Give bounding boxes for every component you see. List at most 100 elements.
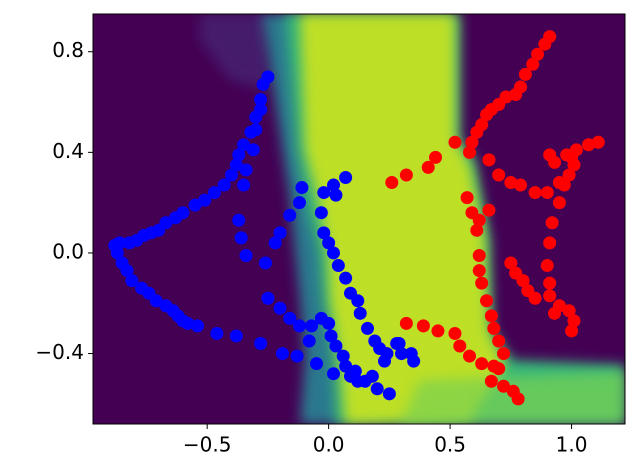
point xyxy=(543,289,557,303)
point xyxy=(487,321,501,335)
point xyxy=(582,138,596,152)
point xyxy=(331,259,345,273)
point xyxy=(339,170,353,184)
point xyxy=(509,87,523,101)
x-tick-label: −0.5 xyxy=(183,433,232,457)
point xyxy=(382,387,396,401)
point xyxy=(516,274,530,288)
point xyxy=(254,93,268,107)
point xyxy=(552,299,566,313)
point xyxy=(526,57,540,71)
x-tick-label: 0.0 xyxy=(313,433,345,457)
x-tick-label: 1.0 xyxy=(556,433,588,457)
point xyxy=(232,148,246,162)
y-tick-label: 0.8 xyxy=(52,38,84,62)
point xyxy=(207,186,221,200)
point xyxy=(217,178,231,192)
point xyxy=(353,306,367,320)
point xyxy=(232,213,246,227)
point xyxy=(492,362,506,376)
point xyxy=(329,339,343,353)
point xyxy=(326,367,340,381)
point xyxy=(176,206,190,220)
point xyxy=(463,349,477,363)
point xyxy=(302,334,316,348)
point xyxy=(470,223,484,237)
point xyxy=(545,216,559,230)
point xyxy=(531,47,545,61)
point xyxy=(484,309,498,323)
point xyxy=(181,316,195,330)
point xyxy=(229,329,243,343)
point xyxy=(324,329,338,343)
point xyxy=(261,70,275,84)
point xyxy=(421,160,435,174)
point xyxy=(361,321,375,335)
point xyxy=(448,135,462,149)
point xyxy=(273,226,287,240)
point xyxy=(460,191,474,205)
point xyxy=(370,382,384,396)
point xyxy=(416,319,430,333)
point xyxy=(448,326,462,340)
y-tick-label: 0.0 xyxy=(52,239,84,263)
point xyxy=(326,178,340,192)
point xyxy=(557,178,571,192)
point xyxy=(261,291,275,305)
point xyxy=(407,354,421,368)
point xyxy=(210,326,224,340)
point xyxy=(290,349,304,363)
point xyxy=(249,123,263,137)
point xyxy=(339,271,353,285)
point xyxy=(378,354,392,368)
point xyxy=(492,168,506,182)
point xyxy=(190,319,204,333)
point xyxy=(322,316,336,330)
point xyxy=(540,259,554,273)
point xyxy=(246,143,260,157)
point xyxy=(475,357,489,371)
point xyxy=(565,150,579,164)
point xyxy=(358,374,372,388)
point xyxy=(292,196,306,210)
point xyxy=(518,67,532,81)
point xyxy=(317,186,331,200)
point xyxy=(475,276,489,290)
point xyxy=(198,193,212,207)
point xyxy=(159,216,173,230)
point xyxy=(309,357,323,371)
point xyxy=(237,138,251,152)
point xyxy=(237,178,251,192)
point xyxy=(514,178,528,192)
point xyxy=(538,37,552,51)
point xyxy=(453,339,467,353)
point xyxy=(543,236,557,250)
point xyxy=(504,176,518,190)
point xyxy=(336,349,350,363)
point xyxy=(314,206,328,220)
point xyxy=(472,264,486,278)
point xyxy=(395,347,409,361)
point xyxy=(492,334,506,348)
point xyxy=(229,158,243,172)
point xyxy=(591,135,605,149)
point xyxy=(497,347,511,361)
point xyxy=(463,145,477,159)
point xyxy=(295,181,309,195)
point xyxy=(480,294,494,308)
point xyxy=(540,186,554,200)
point xyxy=(431,324,445,338)
y-tick-label: 0.4 xyxy=(52,139,84,163)
point xyxy=(472,248,486,262)
point xyxy=(528,291,542,305)
point xyxy=(224,168,238,182)
plot-frame xyxy=(92,13,626,425)
point xyxy=(565,324,579,338)
point xyxy=(470,125,484,139)
point xyxy=(528,186,542,200)
point xyxy=(283,311,297,325)
point xyxy=(543,148,557,162)
point xyxy=(480,108,494,122)
point xyxy=(120,264,134,278)
